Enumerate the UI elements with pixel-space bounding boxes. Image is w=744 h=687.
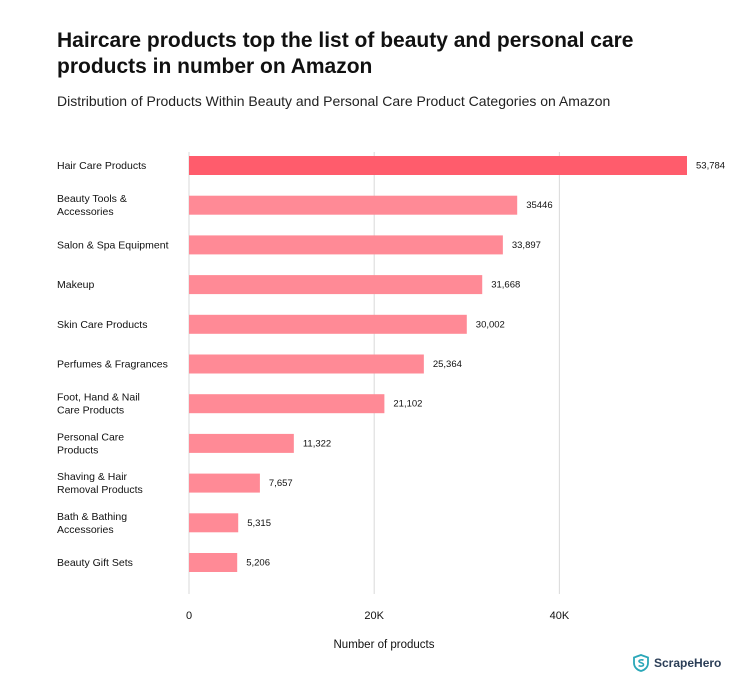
value-label: 53,784 bbox=[696, 161, 725, 172]
x-tick-label: 40K bbox=[550, 610, 570, 622]
bar bbox=[189, 195, 518, 215]
brand-logo: ScrapeHero bbox=[633, 653, 721, 673]
bar bbox=[189, 553, 238, 572]
bar bbox=[189, 513, 239, 533]
category-label: Salon & Spa Equipment bbox=[57, 239, 169, 251]
x-axis-title: Number of products bbox=[334, 639, 435, 651]
value-label: 5,315 bbox=[247, 518, 271, 529]
value-label: 33,897 bbox=[512, 240, 541, 251]
category-label: Personal Care Products bbox=[57, 431, 124, 456]
category-label: Skin Care Products bbox=[57, 319, 147, 331]
value-label: 11,322 bbox=[303, 438, 331, 449]
bar bbox=[189, 235, 503, 255]
category-label: Hair Care Products bbox=[57, 160, 146, 172]
bar bbox=[189, 314, 467, 334]
chart-title: Haircare products top the list of beauty… bbox=[57, 29, 634, 78]
bar bbox=[189, 433, 294, 453]
value-label: 35446 bbox=[526, 200, 552, 211]
bar bbox=[189, 473, 260, 493]
chart-subtitle: Distribution of Products Within Beauty a… bbox=[57, 93, 611, 109]
bar bbox=[189, 354, 424, 374]
bar bbox=[189, 275, 483, 295]
category-label: Perfumes & Fragrances bbox=[57, 359, 168, 371]
bar bbox=[189, 156, 687, 175]
value-label: 7,657 bbox=[269, 478, 293, 489]
category-label: Makeup bbox=[57, 279, 95, 291]
x-tick-label: 20K bbox=[364, 610, 384, 622]
value-label: 31,668 bbox=[491, 280, 520, 291]
category-label: Foot, Hand & Nail Care Products bbox=[57, 392, 140, 417]
bar bbox=[189, 394, 385, 414]
category-label: Beauty Tools & Accessories bbox=[57, 193, 127, 218]
category-label: Shaving & Hair Removal Products bbox=[57, 471, 143, 496]
category-label: Bath & Bathing Accessories bbox=[57, 511, 127, 536]
value-label: 30,002 bbox=[476, 319, 505, 330]
value-label: 21,102 bbox=[393, 399, 422, 410]
category-label: Beauty Gift Sets bbox=[57, 557, 133, 569]
value-label: 25,364 bbox=[433, 359, 462, 370]
x-tick-label: 0 bbox=[186, 610, 192, 622]
value-label: 5,206 bbox=[246, 558, 270, 569]
brand-name: ScrapeHero bbox=[654, 656, 722, 670]
shield-s-logo-icon bbox=[633, 654, 649, 672]
